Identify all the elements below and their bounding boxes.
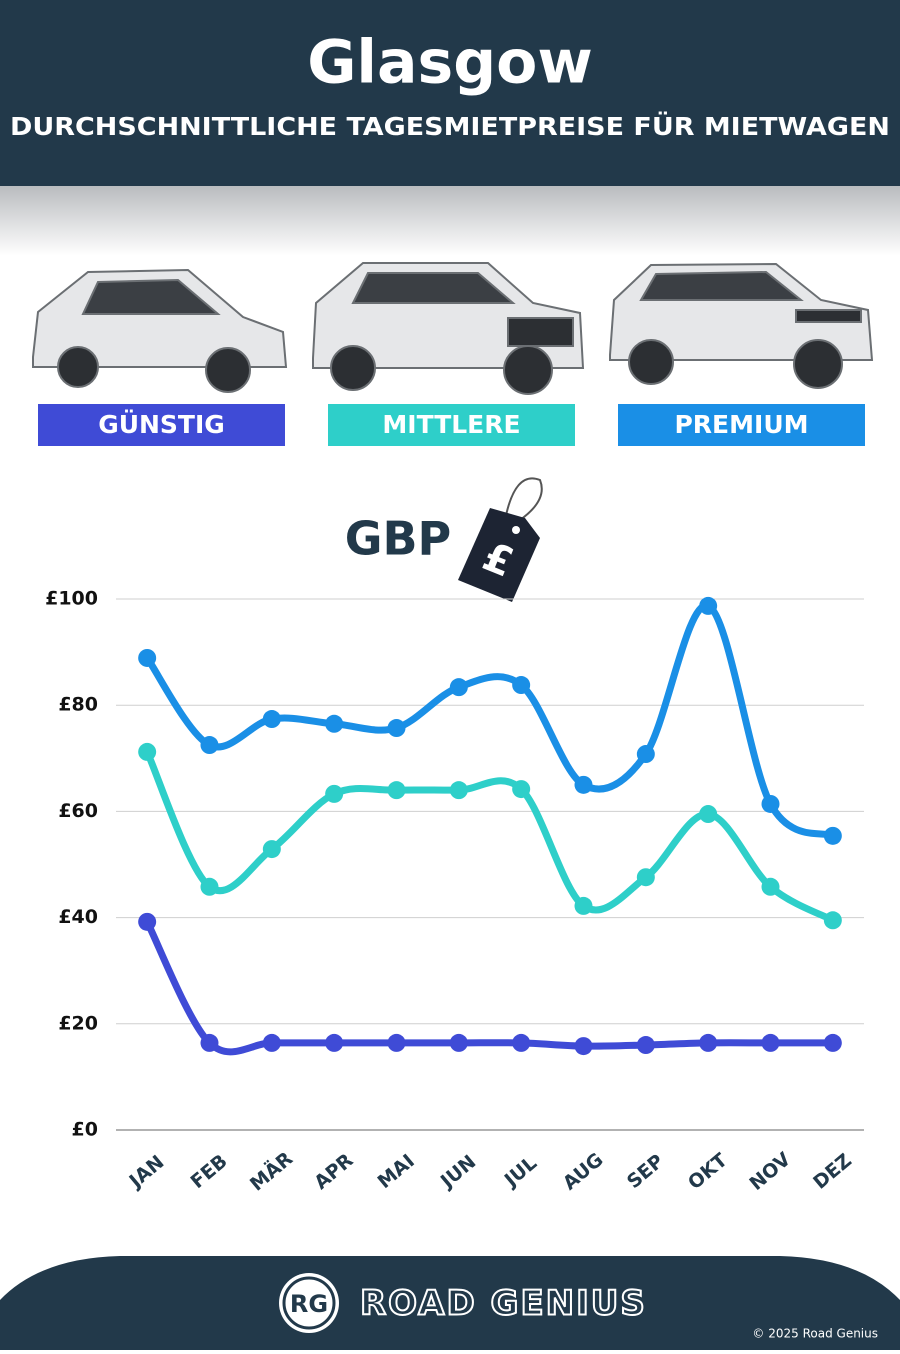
data-point — [262, 710, 281, 729]
x-tick-label: DEZ — [809, 1150, 856, 1194]
x-tick-label: SEP — [623, 1150, 668, 1193]
data-point — [699, 596, 718, 615]
data-point — [138, 742, 157, 761]
car-suv — [312, 262, 585, 395]
x-tick-label: MAI — [374, 1150, 419, 1193]
copyright: © 2025 Road Genius — [752, 1327, 878, 1341]
data-point — [325, 784, 344, 803]
car-images — [32, 262, 874, 395]
title: Glasgow — [307, 28, 593, 98]
car-premium — [609, 262, 874, 389]
series-line — [143, 748, 837, 924]
y-tick-label: £60 — [58, 800, 98, 822]
logo-ring — [282, 1276, 336, 1330]
data-point — [699, 1033, 718, 1052]
legend-label: PREMIUM — [674, 410, 808, 439]
data-point — [449, 678, 468, 697]
data-point — [574, 1037, 593, 1056]
data-point — [138, 912, 157, 931]
data-point — [699, 805, 718, 824]
legend-label: GÜNSTIG — [98, 409, 225, 439]
y-tick-label: £20 — [58, 1012, 98, 1034]
x-tick-label: JAN — [124, 1151, 169, 1193]
tag-string — [504, 477, 543, 521]
data-point — [636, 745, 655, 764]
data-point — [823, 826, 842, 845]
data-point — [325, 714, 344, 733]
data-point — [512, 780, 531, 799]
header-band — [0, 0, 900, 186]
data-point — [200, 736, 219, 755]
y-tick-label: £100 — [45, 588, 98, 610]
data-point — [138, 648, 157, 667]
data-point — [761, 877, 780, 896]
brand: ROAD GENIUS — [360, 1284, 647, 1324]
y-tick-label: £40 — [58, 906, 98, 928]
legend-label: MITTLERE — [382, 410, 520, 439]
x-tick-label: JUN — [435, 1151, 480, 1194]
series-line — [143, 602, 837, 840]
data-point — [200, 877, 219, 896]
data-point — [761, 794, 780, 813]
x-tick-label: FEB — [187, 1150, 232, 1193]
data-point — [200, 1033, 219, 1052]
data-point — [761, 1033, 780, 1052]
data-point — [512, 1033, 531, 1052]
legend-box — [618, 404, 865, 446]
data-point — [262, 1033, 281, 1052]
y-tick-label: £0 — [72, 1119, 98, 1141]
y-tick-label: £80 — [58, 694, 98, 716]
car-compact — [32, 268, 288, 393]
legend-box — [38, 404, 285, 446]
x-tick-label: MÄR — [245, 1146, 298, 1196]
data-point — [823, 911, 842, 930]
subtitle: DURCHSCHNITTLICHE TAGESMIETPREISE FÜR MI… — [10, 111, 890, 141]
series-line — [143, 918, 837, 1056]
data-point — [262, 840, 281, 859]
data-point — [574, 896, 593, 915]
data-point — [512, 676, 531, 695]
data-point — [449, 781, 468, 800]
currency-label: GBP — [345, 512, 452, 566]
data-point — [636, 1036, 655, 1055]
data-point — [387, 781, 406, 800]
logo-text: RG — [290, 1290, 328, 1318]
x-tick-label: OKT — [684, 1149, 732, 1194]
data-point — [636, 868, 655, 887]
data-point — [387, 1033, 406, 1052]
data-point — [823, 1033, 842, 1052]
x-tick-label: AUG — [559, 1149, 608, 1195]
x-tick-label: APR — [310, 1149, 358, 1194]
x-tick-label: JUL — [499, 1152, 541, 1192]
x-tick-label: NOV — [745, 1148, 795, 1195]
data-point — [325, 1033, 344, 1052]
header-shadow — [0, 186, 900, 256]
logo-circle — [279, 1273, 339, 1333]
data-point — [387, 719, 406, 738]
data-point — [574, 775, 593, 794]
footer-band — [0, 1256, 900, 1350]
legend-box — [328, 404, 575, 446]
data-point — [449, 1033, 468, 1052]
currency-tag: £ — [458, 477, 543, 602]
tag-hole — [512, 526, 520, 534]
